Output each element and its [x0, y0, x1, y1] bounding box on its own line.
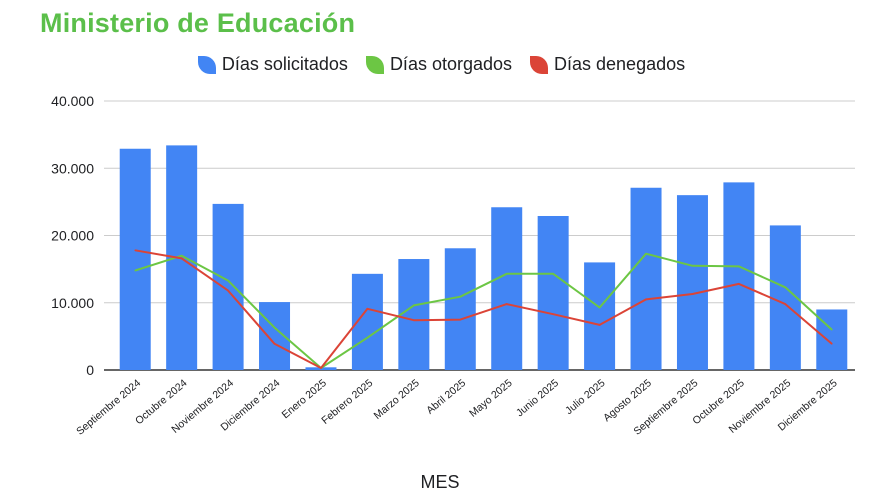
- point-dias-otorgados: [366, 336, 369, 339]
- x-axis-title: MES: [420, 472, 459, 492]
- x-tick-label: Febrero 2025: [319, 377, 375, 427]
- point-dias-denegados: [738, 283, 740, 285]
- legend-item-solicitados: Días solicitados: [197, 54, 348, 75]
- legend-item-otorgados: Días otorgados: [365, 54, 513, 75]
- point-dias-denegados: [691, 293, 694, 295]
- point-dias-otorgados: [738, 265, 740, 268]
- legend-label-otorgados: Días otorgados: [389, 54, 513, 74]
- bar-dias-solicitados: [119, 148, 151, 370]
- legend-label-denegados: Días denegados: [554, 54, 686, 74]
- point-dias-otorgados: [459, 295, 462, 298]
- bar-dias-solicitados: [537, 215, 569, 370]
- point-dias-otorgados: [691, 264, 694, 267]
- bar-dias-solicitados: [676, 195, 708, 370]
- y-tick-label: 20.000: [51, 228, 94, 244]
- x-tick-label: Junio 2025: [514, 377, 561, 419]
- legend-swatch-solicitados: [197, 55, 216, 74]
- point-dias-denegados: [413, 319, 415, 322]
- legend-item-denegados: Días denegados: [530, 54, 685, 75]
- point-dias-denegados: [227, 289, 229, 292]
- legend-label-solicitados: Días solicitados: [221, 54, 348, 74]
- bar-dias-solicitados: [630, 187, 662, 370]
- x-tick-label: Julio 2025: [563, 377, 608, 417]
- point-dias-denegados: [273, 342, 276, 345]
- x-tick-label: Abril 2025: [424, 377, 468, 417]
- point-dias-denegados: [505, 303, 508, 305]
- legend-swatch-otorgados: [365, 55, 384, 74]
- line-dias-otorgados: [134, 252, 833, 369]
- bar-dias-solicitados: [212, 203, 244, 370]
- y-tick-label: 10.000: [51, 295, 94, 311]
- bar-dias-solicitados: [398, 259, 430, 370]
- y-tick-label: 0: [86, 362, 94, 378]
- bar-dias-solicitados: [584, 262, 616, 370]
- point-dias-denegados: [320, 367, 322, 369]
- point-dias-otorgados: [598, 306, 601, 309]
- point-dias-otorgados: [552, 273, 554, 275]
- lines-layer: [134, 249, 833, 369]
- x-tick-label: Mayo 2025: [467, 377, 515, 420]
- y-tick-label: 30.000: [51, 160, 94, 176]
- chart-title: Ministerio de Educación: [40, 8, 356, 38]
- point-dias-otorgados: [227, 279, 229, 282]
- point-dias-denegados: [180, 257, 183, 260]
- point-dias-denegados: [459, 318, 462, 321]
- point-dias-otorgados: [505, 273, 508, 275]
- point-dias-denegados: [830, 342, 833, 345]
- point-dias-denegados: [645, 298, 647, 301]
- bar-dias-solicitados: [723, 182, 755, 370]
- bars-layer: [119, 145, 848, 370]
- point-dias-otorgados: [830, 328, 833, 331]
- point-dias-otorgados: [645, 252, 647, 255]
- chart-legend: Días solicitados Días otorgados Días den…: [0, 54, 883, 75]
- point-dias-otorgados: [784, 286, 787, 289]
- point-dias-otorgados: [273, 326, 276, 329]
- point-dias-otorgados: [134, 269, 137, 272]
- x-tick-label: Septiembre 2024: [74, 377, 143, 438]
- point-dias-otorgados: [413, 304, 415, 307]
- point-dias-denegados: [552, 313, 554, 315]
- bar-dias-solicitados: [491, 207, 523, 370]
- bar-dias-solicitados: [444, 248, 476, 370]
- point-dias-denegados: [784, 303, 787, 305]
- point-dias-denegados: [134, 249, 137, 252]
- point-dias-otorgados: [180, 254, 183, 257]
- point-dias-denegados: [598, 324, 601, 326]
- x-tick-label: Marzo 2025: [372, 377, 422, 422]
- y-tick-label: 40.000: [51, 93, 94, 109]
- legend-swatch-denegados: [530, 55, 549, 74]
- point-dias-denegados: [366, 308, 369, 310]
- line-dias-denegados: [135, 249, 833, 369]
